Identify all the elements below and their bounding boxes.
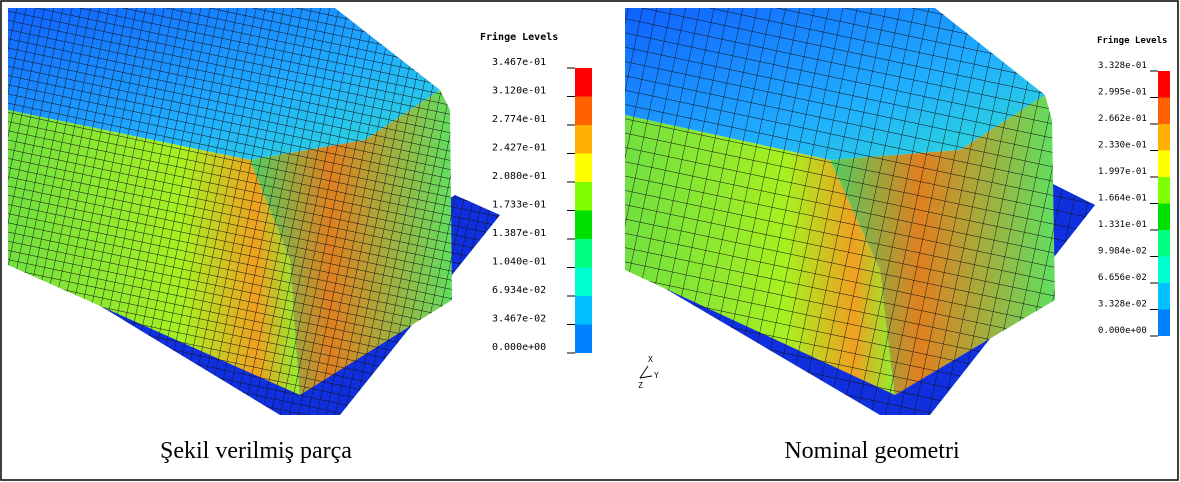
legend-level: 3.467e-02: [492, 314, 546, 325]
legend-level: 1.331e-01: [1098, 220, 1147, 230]
triad-label: Y: [654, 371, 659, 380]
legend-swatch: [1158, 177, 1170, 204]
legend-level: 3.120e-01: [492, 86, 546, 97]
legend-title: Fringe Levels: [1097, 35, 1167, 46]
legend-swatch: [1158, 257, 1170, 284]
legend-swatch: [575, 125, 592, 154]
legend-level: 2.080e-01: [492, 171, 546, 182]
legend-swatch: [1158, 204, 1170, 231]
legend-level: 0.000e+00: [1098, 326, 1147, 336]
legend-swatch: [575, 239, 592, 268]
legend-level: 1.733e-01: [492, 200, 546, 211]
legend-swatch: [1158, 283, 1170, 310]
legend-level: 1.040e-01: [492, 257, 546, 268]
legend-level: 2.774e-01: [492, 114, 546, 125]
legend-swatch: [1158, 71, 1170, 98]
triad-label: X: [648, 355, 653, 364]
legend-swatch: [1158, 124, 1170, 151]
legend-swatch: [575, 97, 592, 126]
legend-swatch: [575, 268, 592, 297]
legend-level: 6.656e-02: [1098, 273, 1147, 283]
triad-axis: [640, 366, 648, 378]
legend-level: 1.387e-01: [492, 228, 546, 239]
legend-level: 3.467e-01: [492, 57, 546, 68]
legend-level: 3.328e-02: [1098, 300, 1147, 310]
legend-level: 3.328e-01: [1098, 61, 1147, 71]
render-left: [8, 8, 500, 415]
figure: Fringe Levels 3.467e-01 3.120e-01 2.774e-01…: [0, 0, 1180, 482]
legend-level: 0.000e+00: [492, 342, 546, 353]
caption: Şekil verilmiş parça: [160, 438, 352, 464]
legend-swatch: [1158, 230, 1170, 257]
triad-label: Z: [638, 381, 643, 390]
legend-swatch: [575, 325, 592, 354]
legend-level: 1.997e-01: [1098, 167, 1147, 177]
legend-swatch: [575, 68, 592, 97]
legend-swatch: [575, 182, 592, 211]
legend-level: 2.662e-01: [1098, 114, 1147, 124]
legend-swatch: [1158, 151, 1170, 178]
legend-level: 6.934e-02: [492, 285, 546, 296]
legend-swatch: [1158, 310, 1170, 337]
triad-axis: [640, 376, 652, 378]
legend-level: 2.995e-01: [1098, 88, 1147, 98]
figure-canvas: Fringe Levels 3.467e-01 3.120e-01 2.774e-01…: [0, 0, 1180, 482]
legend-swatch: [575, 211, 592, 240]
legend-swatch: [575, 296, 592, 325]
caption: Nominal geometri: [784, 438, 960, 464]
legend-level: 1.664e-01: [1098, 194, 1147, 204]
legend-swatch: [1158, 98, 1170, 125]
legend-title: Fringe Levels: [480, 31, 558, 43]
legend-level: 2.427e-01: [492, 143, 546, 154]
render-right: [625, 8, 1095, 415]
legend-level: 2.330e-01: [1098, 141, 1147, 151]
legend-swatch: [575, 154, 592, 183]
legend-level: 9.984e-02: [1098, 247, 1147, 257]
